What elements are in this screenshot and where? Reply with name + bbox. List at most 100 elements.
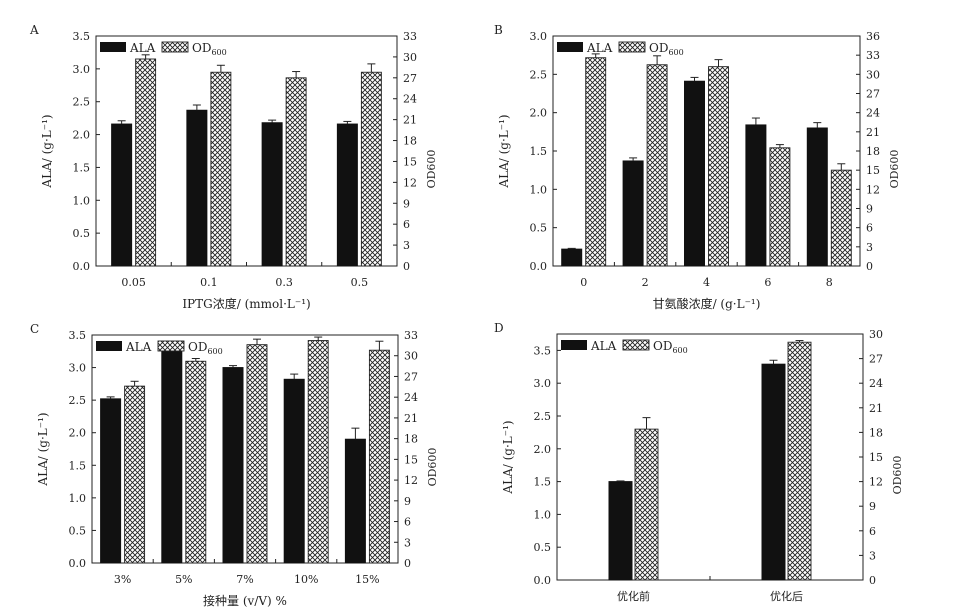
right-tick-label: 9 <box>869 500 876 513</box>
od-bar <box>185 360 207 564</box>
legend-ala-swatch <box>96 341 122 351</box>
right-tick-label: 12 <box>403 176 417 189</box>
od-bar <box>787 341 812 581</box>
ala-bar <box>283 378 305 564</box>
right-tick-label: 33 <box>404 329 418 342</box>
chart-panel-c: C 0.0 0.5 1.0 1.5 2.0 2.5 3.0 3.5 0 3 6 9 12 15 18 21 24 2… <box>30 322 439 608</box>
ala-bar <box>222 367 244 564</box>
right-tick-label: 12 <box>404 474 418 487</box>
x-tick-label: 4 <box>703 276 710 289</box>
x-tick-label: 优化前 <box>617 589 650 603</box>
od-bar <box>135 58 157 267</box>
right-tick-label: 24 <box>866 107 880 120</box>
panel-letter: A <box>29 23 39 37</box>
right-tick-label: 9 <box>866 203 873 216</box>
legend-od-swatch <box>618 41 646 53</box>
x-tick-label: 3% <box>114 573 131 586</box>
legend-od-label: OD600 <box>649 41 684 57</box>
left-tick-label: 1.5 <box>69 459 87 472</box>
x-tick-label: 0.1 <box>200 276 218 289</box>
right-tick-label: 12 <box>869 476 883 489</box>
ala-bar <box>761 363 786 581</box>
right-tick-label: 12 <box>866 183 880 196</box>
left-tick-label: 2.5 <box>69 394 87 407</box>
right-tick-label: 27 <box>404 370 418 383</box>
right-tick-label: 0 <box>866 260 873 273</box>
left-tick-label: 3.0 <box>69 362 87 375</box>
left-tick-label: 3.0 <box>534 377 552 390</box>
legend-od-swatch <box>157 340 185 352</box>
y-axis-label-right: OD600 <box>426 448 439 487</box>
ala-bar <box>806 127 828 267</box>
right-tick-label: 0 <box>404 557 411 570</box>
x-tick-label: 0.3 <box>275 276 293 289</box>
left-tick-label: 1.0 <box>534 508 552 521</box>
left-tick-label: 2.5 <box>73 96 91 109</box>
right-tick-label: 15 <box>869 451 883 464</box>
right-tick-label: 36 <box>866 30 880 43</box>
panel-letter: D <box>494 321 504 335</box>
x-tick-label: 6 <box>764 276 771 289</box>
x-tick-label: 15% <box>355 573 379 586</box>
left-tick-label: 3.0 <box>73 63 91 76</box>
right-tick-label: 24 <box>404 391 418 404</box>
left-tick-label: 1.5 <box>73 161 91 174</box>
right-tick-label: 3 <box>404 536 411 549</box>
ala-bar <box>684 80 705 267</box>
ala-bar <box>186 109 208 267</box>
right-tick-label: 18 <box>869 426 883 439</box>
od-bar <box>634 428 659 581</box>
right-tick-label: 30 <box>869 328 883 341</box>
legend-ala-label: ALA <box>129 41 156 55</box>
od-bar <box>646 64 668 267</box>
right-tick-label: 18 <box>866 145 880 158</box>
left-tick-label: 3.5 <box>534 344 552 357</box>
panel-letter: B <box>494 23 503 37</box>
od-bar <box>769 147 791 267</box>
x-tick-label: 2 <box>642 276 649 289</box>
y-axis-label-left: ALA/ (g·L⁻¹) <box>40 114 54 188</box>
legend-od-label: OD600 <box>188 340 223 356</box>
od-bar <box>246 344 268 564</box>
od-bar <box>708 66 729 267</box>
ala-bar <box>608 481 633 581</box>
x-axis-label: 甘氨酸浓度/ (g·L⁻¹) <box>653 296 761 311</box>
legend-od-swatch <box>622 339 650 351</box>
right-tick-label: 6 <box>866 222 873 235</box>
left-tick-label: 0.5 <box>73 227 91 240</box>
right-tick-label: 21 <box>866 126 880 139</box>
y-axis-label-left: ALA/ (g·L⁻¹) <box>497 114 511 188</box>
right-tick-label: 6 <box>403 218 410 231</box>
od-bar <box>830 169 852 267</box>
y-axis-label-left: ALA/ (g·L⁻¹) <box>36 412 50 486</box>
plot-frame <box>91 334 399 564</box>
left-tick-label: 2.0 <box>534 443 552 456</box>
od-bar <box>307 340 329 564</box>
left-tick-label: 0.0 <box>534 574 552 587</box>
left-tick-label: 1.0 <box>530 183 548 196</box>
legend-ala-swatch <box>100 42 126 52</box>
x-tick-label: 5% <box>175 573 192 586</box>
ala-bar <box>261 122 283 267</box>
od-bar <box>124 385 146 564</box>
left-tick-label: 3.0 <box>530 30 548 43</box>
left-tick-label: 3.5 <box>73 30 91 43</box>
right-tick-label: 27 <box>869 353 883 366</box>
left-tick-label: 2.0 <box>69 427 87 440</box>
left-tick-label: 3.5 <box>69 329 87 342</box>
y-axis-label-right: OD600 <box>425 150 438 189</box>
left-tick-label: 1.5 <box>534 476 552 489</box>
chart-panel-d: D 0.0 0.5 1.0 1.5 2.0 2.5 3.0 3.5 0 3 6 9 12 15 18 21 24 2… <box>494 321 904 603</box>
right-tick-label: 3 <box>403 239 410 252</box>
od-bar <box>360 71 382 267</box>
left-tick-label: 2.0 <box>530 107 548 120</box>
right-tick-label: 30 <box>404 350 418 363</box>
ala-bar <box>100 398 122 564</box>
legend-ala-swatch <box>557 42 583 52</box>
ala-bar <box>561 248 583 267</box>
left-tick-label: 0.0 <box>73 260 91 273</box>
left-tick-label: 0.5 <box>534 541 552 554</box>
ala-bar <box>344 438 366 564</box>
plot-frame <box>556 333 864 581</box>
